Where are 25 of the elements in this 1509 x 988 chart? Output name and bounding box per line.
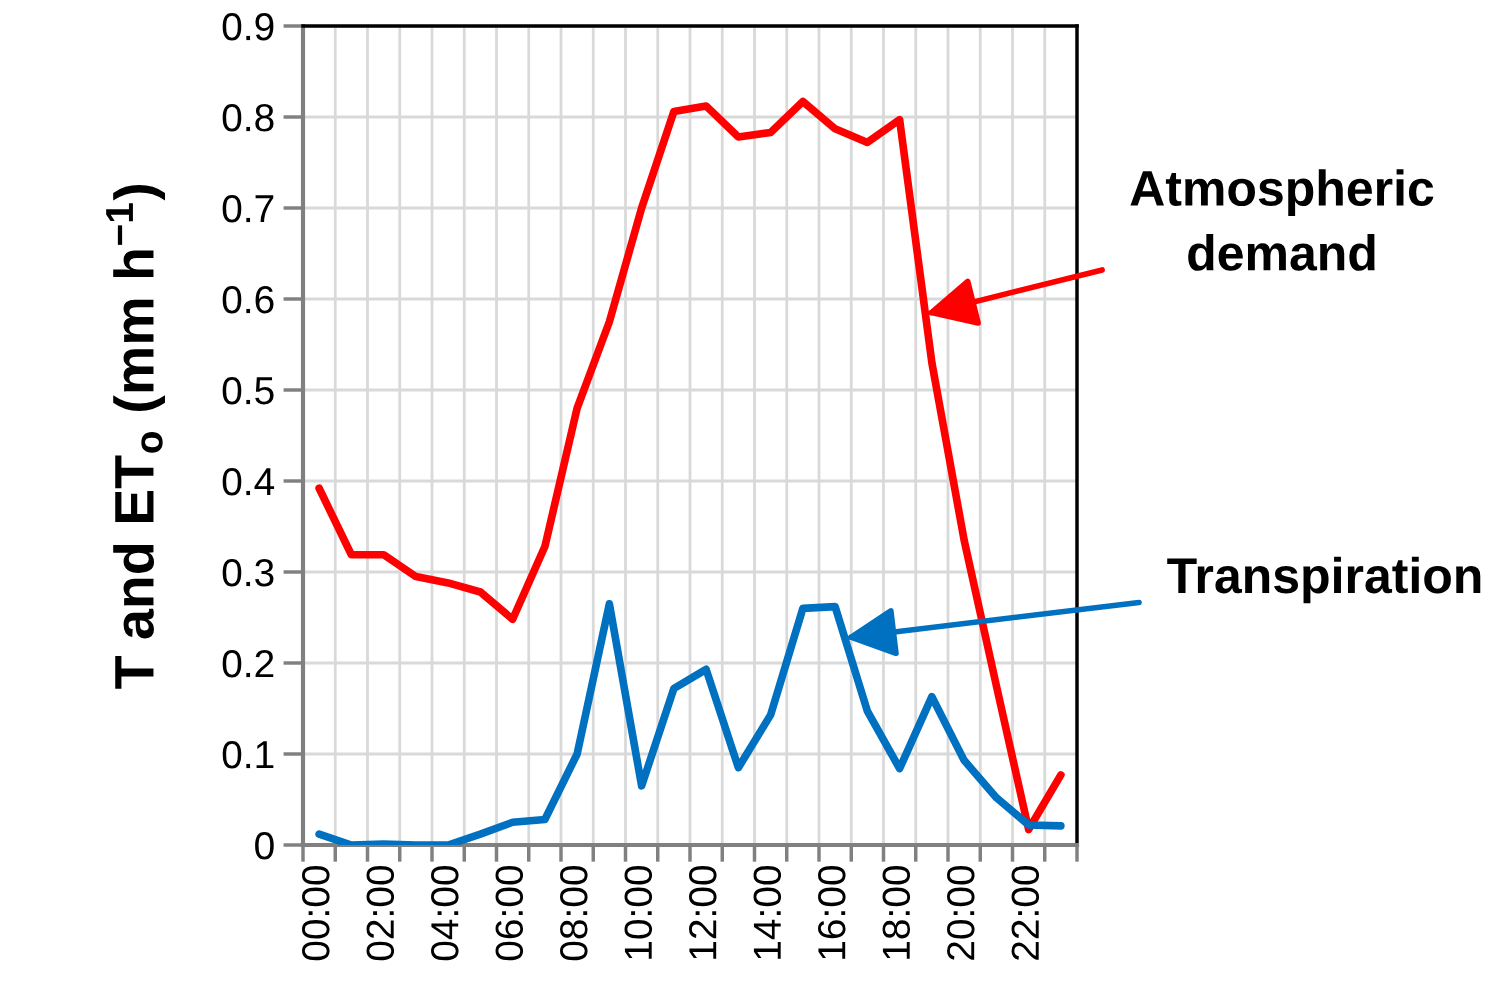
x-tick-label: 18:00	[882, 865, 911, 959]
y-tick-label: 0.6	[222, 285, 274, 314]
text: Atmospheric demand	[1130, 169, 1434, 271]
x-tick-label: 02:00	[366, 865, 395, 961]
y-tick-label: 0.1	[222, 740, 274, 769]
x-tick-label: 08:00	[560, 865, 588, 961]
y-axis-title: T and ET$_{o}$ (mm h$^{−1}$)	[106, 184, 165, 689]
x-tick-label: 16:00	[818, 865, 846, 959]
x-tick-label: 00:00	[302, 865, 330, 961]
y-tick-label: 0.7	[222, 194, 274, 223]
y-tick-label: 0.2	[222, 649, 274, 678]
y-tick-label: 0.4	[222, 467, 275, 496]
x-tick-label: 20:00	[947, 865, 975, 960]
y-tick-label: 0.8	[222, 103, 274, 132]
x-tick-label: 04:00	[431, 865, 459, 961]
y-tick-label: 0.5	[222, 376, 274, 405]
y-tick-label: 0.3	[222, 558, 274, 587]
y-tick-label: 0.9	[222, 12, 274, 41]
x-tick-label: 14:00	[753, 865, 782, 959]
x-tick-label: 06:00	[495, 865, 524, 961]
text: Transpiration	[1167, 556, 1481, 604]
x-tick-label: 12:00	[689, 865, 717, 959]
x-tick-label: 22:00	[1011, 865, 1040, 960]
x-tick-label: 10:00	[624, 865, 653, 959]
y-tick-label: 0	[255, 831, 274, 860]
